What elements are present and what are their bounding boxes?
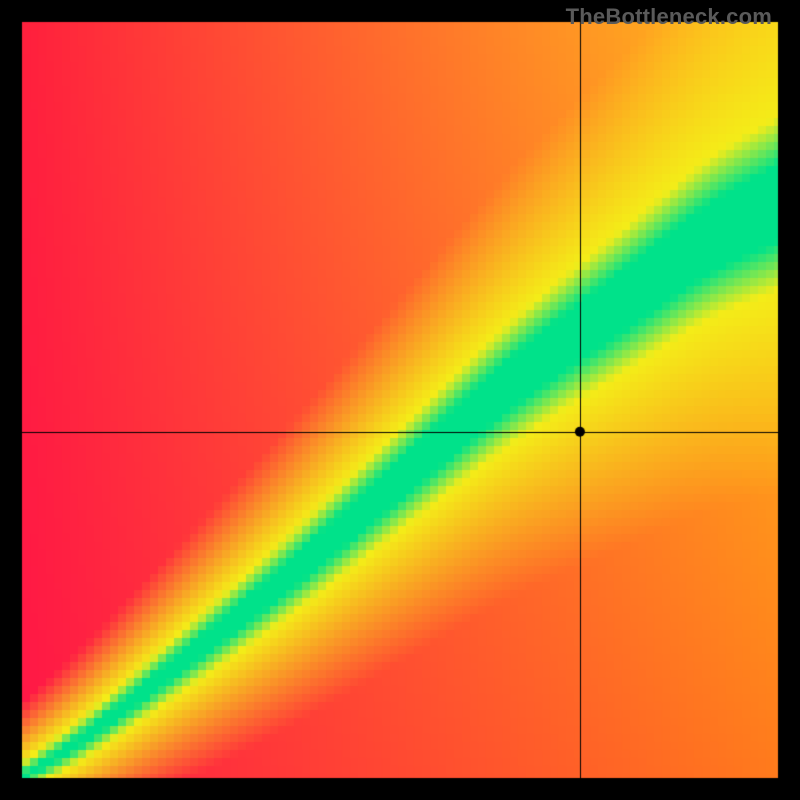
chart-container: { "watermark": { "text": "TheBottleneck.… (0, 0, 800, 800)
watermark-text: TheBottleneck.com (566, 4, 772, 30)
bottleneck-heatmap (0, 0, 800, 800)
